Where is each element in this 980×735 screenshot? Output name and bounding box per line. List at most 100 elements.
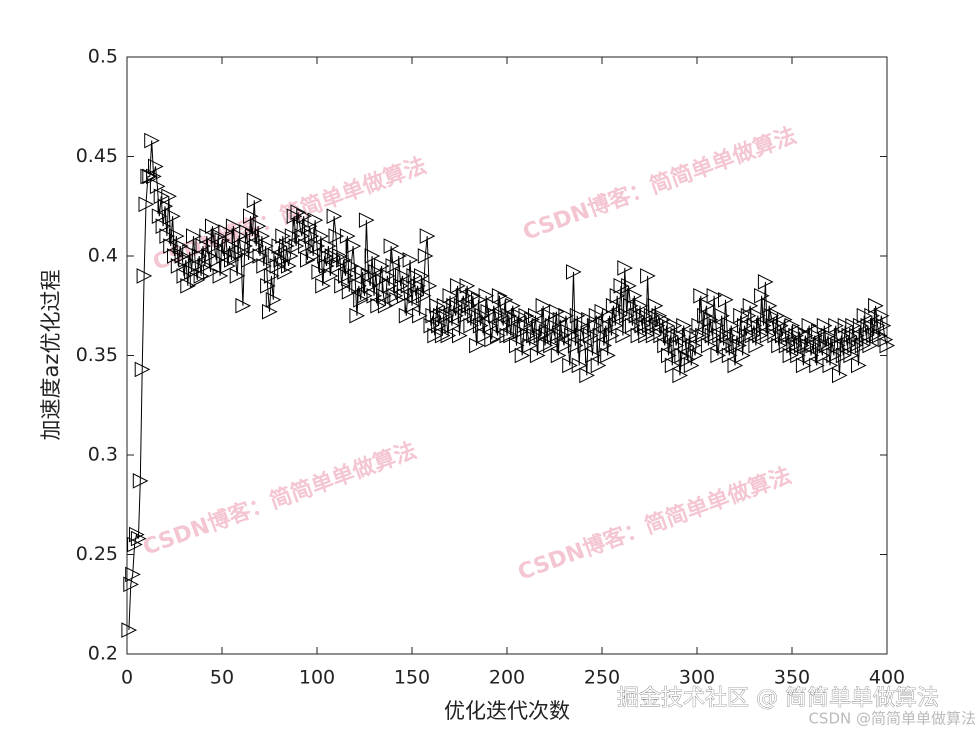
marker [520, 327, 537, 344]
marker [281, 258, 297, 274]
footer-watermark: 掘金技术社区 @ 简简单单做算法 [617, 686, 939, 711]
marker [275, 228, 291, 244]
marker [512, 323, 529, 340]
marker [847, 337, 863, 354]
marker [408, 287, 424, 304]
marker [182, 244, 198, 260]
marker [843, 347, 860, 364]
marker [588, 307, 605, 324]
x-tick-label: 150 [394, 667, 430, 689]
marker [260, 278, 276, 294]
marker [132, 473, 149, 489]
marker [431, 317, 447, 334]
marker [334, 278, 350, 294]
marker [541, 307, 557, 324]
marker [685, 337, 702, 354]
marker [453, 297, 470, 314]
marker [311, 264, 328, 280]
marker [879, 337, 896, 354]
marker [368, 264, 385, 280]
marker [362, 278, 379, 294]
marker [433, 307, 449, 324]
marker [678, 337, 694, 354]
marker [748, 337, 765, 354]
marker [284, 228, 301, 244]
marker [423, 317, 440, 334]
marker [799, 337, 816, 354]
marker [630, 327, 647, 344]
marker [507, 311, 523, 328]
marker [320, 238, 337, 254]
marker [224, 252, 240, 268]
footer-watermark-2: CSDN @简简单单做算法 [808, 710, 976, 728]
marker [763, 307, 780, 324]
marker [638, 327, 654, 344]
marker [243, 208, 259, 225]
marker [197, 258, 214, 274]
marker [609, 287, 626, 304]
marker [250, 218, 267, 234]
marker [797, 327, 814, 344]
y-axis-label: 加速度az优化过程 [39, 270, 63, 441]
marker [383, 238, 400, 254]
marker [761, 297, 778, 314]
marker [393, 278, 409, 294]
x-tick-label: 400 [869, 667, 905, 689]
marker [134, 361, 151, 378]
marker [725, 337, 742, 354]
x-tick-label: 350 [774, 667, 810, 689]
marker [832, 367, 848, 384]
marker [539, 323, 556, 340]
x-tick-label: 300 [679, 667, 715, 689]
marker [537, 337, 554, 354]
marker [839, 337, 856, 354]
marker [292, 218, 309, 234]
marker [528, 307, 544, 324]
marker [146, 168, 162, 185]
marker [683, 357, 700, 374]
marker [412, 307, 428, 324]
x-tick-label: 100 [299, 667, 335, 689]
y-tick-label: 0.5 [88, 46, 118, 68]
marker [818, 337, 835, 354]
marker [353, 291, 369, 308]
marker [712, 327, 728, 344]
marker [301, 218, 318, 234]
marker [300, 252, 316, 268]
marker [178, 252, 195, 268]
marker [159, 228, 176, 244]
marker [522, 337, 538, 354]
marker [811, 323, 827, 340]
marker [372, 272, 388, 288]
marker [262, 303, 278, 320]
marker [377, 297, 394, 314]
marker [326, 208, 343, 225]
marker [129, 526, 145, 543]
marker [322, 268, 339, 284]
marker [404, 297, 421, 314]
marker [341, 284, 358, 300]
marker [471, 291, 487, 308]
marker [814, 347, 831, 364]
x-tick-label: 250 [584, 667, 620, 689]
marker [756, 317, 772, 334]
marker [826, 347, 842, 364]
marker [125, 566, 141, 583]
marker [290, 204, 307, 221]
marker [735, 347, 751, 364]
marker [877, 331, 894, 348]
marker [613, 278, 630, 294]
marker [355, 264, 371, 280]
marker [771, 337, 787, 354]
marker [529, 347, 546, 364]
marker [330, 258, 347, 274]
marker [702, 311, 719, 328]
marker [543, 337, 559, 354]
marker [733, 307, 749, 324]
x-tick-label: 0 [121, 667, 133, 689]
marker [212, 268, 229, 284]
marker [218, 224, 234, 240]
marker [547, 327, 563, 344]
marker [611, 307, 628, 324]
